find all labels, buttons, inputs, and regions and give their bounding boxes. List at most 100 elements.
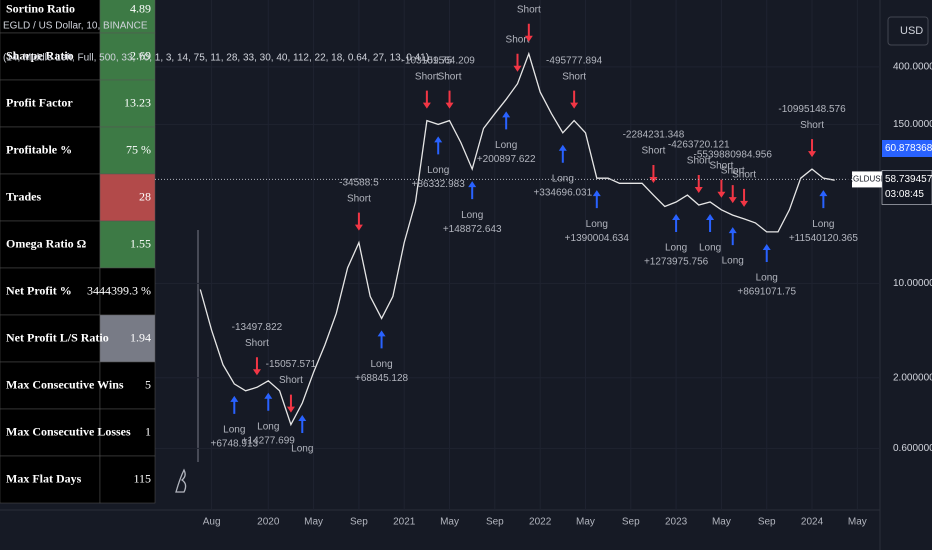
long-arrow <box>377 330 386 349</box>
long-arrow <box>434 136 443 155</box>
stat-value: 115 <box>133 471 151 485</box>
value-cell <box>99 32 156 81</box>
trade-side: Long <box>223 425 245 436</box>
trade-label: +14277.699 <box>242 435 296 446</box>
trade-label: -10995148.576 <box>778 104 846 115</box>
value-cell <box>99 455 156 504</box>
x-tick-label: 2022 <box>529 517 552 528</box>
short-arrow <box>445 90 454 109</box>
trade-side: Short <box>245 338 269 349</box>
y-tick-label: 10.000000 <box>893 278 932 289</box>
value-cell <box>99 126 156 175</box>
trade-label: +148872.643 <box>443 224 502 235</box>
value-cell <box>99 0 156 34</box>
value-cell <box>99 220 156 269</box>
trade-label: -59564.209 <box>424 55 475 66</box>
short-arrow <box>808 139 817 158</box>
trade-label: +86332.983 <box>412 179 466 190</box>
long-arrow <box>819 190 828 209</box>
symbol-tag-text: EGLDUSD <box>848 175 887 184</box>
trade-side: Long <box>461 210 483 221</box>
stat-value: 28 <box>139 189 151 203</box>
trade-side: Long <box>291 444 313 455</box>
stat-label: Max Consecutive Wins <box>6 377 124 391</box>
symbol-info: EGLD / US Dollar, 10, BINANCE <box>3 21 148 32</box>
y-tick-label: 2.000000 <box>893 372 932 383</box>
currency-box[interactable] <box>887 16 929 46</box>
trade-label: -15057.571 <box>266 359 317 370</box>
stat-label: Trades <box>6 189 41 203</box>
value-cell <box>99 314 156 363</box>
trade-side: Short <box>687 156 711 167</box>
trade-label: +334696.031 <box>533 187 592 198</box>
trade-side: Long <box>370 359 392 370</box>
trade-side: Long <box>722 256 744 267</box>
x-tick-label: Aug <box>203 517 221 528</box>
x-tick-label: 2023 <box>665 517 688 528</box>
trade-label: +68845.128 <box>355 373 409 384</box>
x-tick-label: 2020 <box>257 517 280 528</box>
stat-value: 1 <box>145 424 151 438</box>
stat-value: 3444399.3 % <box>87 283 151 297</box>
trade-label: -4263720.121 <box>668 140 730 151</box>
trade-label: -495777.894 <box>546 55 603 66</box>
x-tick-label: Sep <box>350 517 368 528</box>
long-arrow <box>502 111 511 130</box>
trade-label: +200897.622 <box>477 154 536 165</box>
short-arrow <box>513 53 522 72</box>
trade-side: Short <box>562 71 586 82</box>
label-cell <box>0 173 101 222</box>
y-tick-label: 150.000000 <box>893 119 932 130</box>
trade-side: Short <box>517 4 541 15</box>
trade-side: Short <box>347 193 371 204</box>
stat-label: Sharpe Ratio <box>6 48 74 62</box>
label-cell <box>0 32 101 81</box>
price-tag <box>882 140 932 157</box>
value-cell <box>99 267 156 316</box>
countdown: 03:08:45 <box>885 189 924 200</box>
trade-label: -103101.75 <box>402 55 453 66</box>
trade-side: Short <box>732 169 756 180</box>
short-arrow <box>354 212 363 231</box>
trade-label: +1273975.756 <box>644 257 709 268</box>
x-tick-label: Sep <box>486 517 504 528</box>
value-cell <box>99 173 156 222</box>
trade-label: +11540120.365 <box>789 233 858 244</box>
stat-value: 1.55 <box>130 236 151 250</box>
stat-label: Net Profit L/S Ratio <box>6 330 109 344</box>
x-tick-label: May <box>440 517 459 528</box>
trade-side: Short <box>279 375 303 386</box>
long-arrow <box>468 181 477 200</box>
stat-value: 75 % <box>126 142 151 156</box>
price-tag <box>881 170 932 205</box>
long-arrow <box>706 213 715 232</box>
currency: USD <box>900 25 923 37</box>
trade-side: Long <box>756 273 778 284</box>
stat-label: Max Consecutive Losses <box>6 424 131 438</box>
trade-side: Short <box>438 71 462 82</box>
stat-value: 1.94 <box>130 330 151 344</box>
short-arrow <box>728 185 737 204</box>
short-arrow <box>694 174 703 193</box>
long-arrow <box>672 213 681 232</box>
long-arrow <box>558 144 567 163</box>
x-tick-label: May <box>576 517 595 528</box>
label-cell <box>0 267 101 316</box>
stat-label: Profit Factor <box>6 95 73 109</box>
x-tick-label: Sep <box>758 517 776 528</box>
x-tick-label: May <box>712 517 731 528</box>
long-arrow <box>592 190 601 209</box>
stat-value: 13.23 <box>124 95 151 109</box>
value-cell <box>99 79 156 128</box>
price-tag-text: 58.739457 <box>885 174 932 185</box>
trade-label: +1390004.634 <box>565 233 630 244</box>
short-arrow <box>649 165 658 184</box>
stat-label: Omega Ratio Ω <box>6 236 87 250</box>
stat-label: Sortino Ratio <box>6 1 75 15</box>
symbol-tag <box>852 171 882 188</box>
trade-side: Long <box>665 243 687 254</box>
long-arrow <box>762 243 771 262</box>
long-arrow <box>298 415 307 434</box>
stat-label: Net Profit % <box>6 283 72 297</box>
